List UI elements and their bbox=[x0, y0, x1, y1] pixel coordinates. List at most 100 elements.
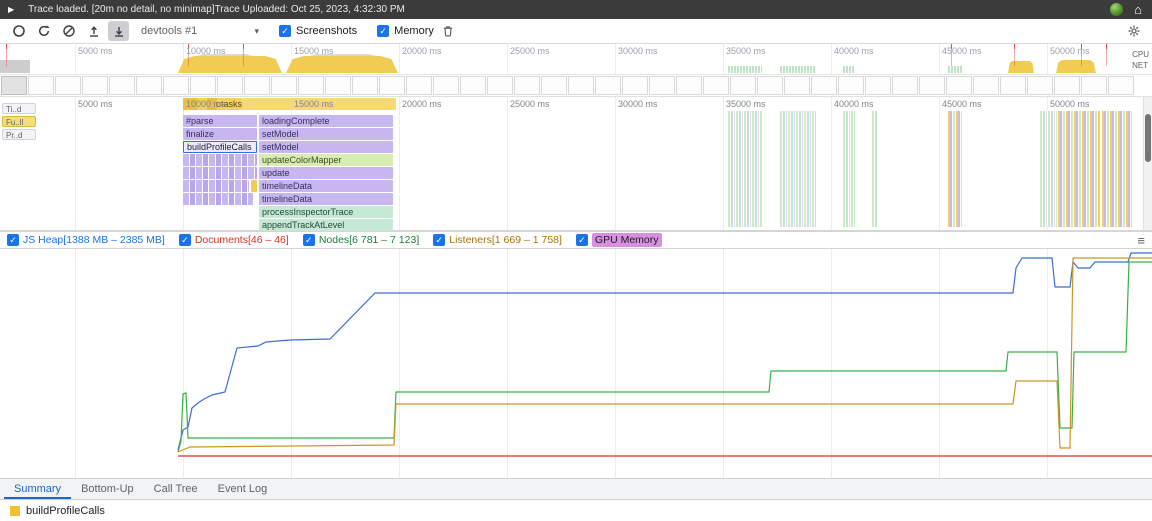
memory-counter-listeners[interactable]: ✓ Listeners[1 669 – 1 758] bbox=[433, 234, 562, 246]
screenshot-thumbnail[interactable] bbox=[406, 76, 432, 95]
screenshot-thumbnail[interactable] bbox=[1054, 76, 1080, 95]
checkbox-checked-icon[interactable]: ✓ bbox=[433, 234, 446, 246]
memory-counter-nodes[interactable]: ✓ Nodes[6 781 – 7 123] bbox=[302, 234, 419, 246]
screenshot-filmstrip[interactable] bbox=[0, 75, 1152, 97]
scrollbar[interactable] bbox=[1143, 97, 1152, 230]
flame-event[interactable] bbox=[183, 154, 257, 166]
task-band[interactable]: otasks bbox=[183, 98, 396, 110]
flame-event[interactable] bbox=[183, 180, 249, 192]
flame-event-timelinedata[interactable]: timelineData bbox=[259, 193, 393, 205]
timeline-overview[interactable]: 5000 ms 10000 ms 15000 ms 20000 ms 25000 ms 3… bbox=[0, 44, 1152, 75]
flame-event-setmodel[interactable]: setModel bbox=[259, 128, 393, 140]
screenshots-checkbox[interactable]: ✓ bbox=[279, 25, 291, 37]
tab-event-log[interactable]: Event Log bbox=[217, 483, 268, 495]
event-cluster[interactable] bbox=[872, 111, 877, 227]
flame-event[interactable] bbox=[183, 167, 257, 179]
screenshot-thumbnail[interactable] bbox=[271, 76, 297, 95]
screenshot-thumbnail[interactable] bbox=[1027, 76, 1053, 95]
settings-gear-button[interactable] bbox=[1123, 21, 1144, 41]
screenshot-thumbnail[interactable] bbox=[460, 76, 486, 95]
event-cluster[interactable] bbox=[948, 111, 962, 227]
checkbox-checked-icon[interactable]: ✓ bbox=[575, 234, 588, 246]
memory-checkbox[interactable]: ✓ bbox=[377, 25, 390, 37]
screenshot-thumbnail[interactable] bbox=[838, 76, 864, 95]
flame-event-finalize[interactable]: finalize bbox=[183, 128, 257, 140]
flame-event-loadingcomplete[interactable]: loadingComplete bbox=[259, 115, 393, 127]
flame-event-updatecolormapper[interactable]: updateColorMapper bbox=[259, 154, 393, 166]
screenshot-thumbnail[interactable] bbox=[595, 76, 621, 95]
screenshot-thumbnail[interactable] bbox=[82, 76, 108, 95]
memory-counter-gpu-memory[interactable]: ✓ GPU Memory bbox=[575, 233, 662, 247]
tab-call-tree[interactable]: Call Tree bbox=[153, 483, 198, 495]
counters-menu-icon[interactable]: ≡ bbox=[1137, 232, 1145, 248]
memory-chart[interactable] bbox=[0, 249, 1152, 478]
screenshot-thumbnail[interactable] bbox=[919, 76, 945, 95]
history-select[interactable]: devtools #1 ▾ bbox=[141, 25, 259, 37]
flame-event-update[interactable]: update bbox=[259, 167, 393, 179]
event-cluster[interactable] bbox=[728, 111, 762, 227]
flame-chart[interactable]: 5000 ms 10000 ms 15000 ms 20000 ms 25000 ms 3… bbox=[0, 97, 1152, 231]
checkbox-checked-icon[interactable]: ✓ bbox=[302, 234, 315, 246]
screenshot-thumbnail[interactable] bbox=[325, 76, 351, 95]
memory-counter-js-heap[interactable]: ✓ JS Heap[1388 MB – 2385 MB] bbox=[7, 234, 165, 246]
flame-event-processinspectortrace[interactable]: processInspectorTrace bbox=[259, 206, 393, 218]
screenshot-thumbnail[interactable] bbox=[433, 76, 459, 95]
tab-bottom-up[interactable]: Bottom-Up bbox=[81, 483, 134, 495]
flame-event[interactable] bbox=[251, 180, 257, 192]
flame-event-timelinedata[interactable]: timelineData bbox=[259, 180, 393, 192]
screenshot-thumbnail[interactable] bbox=[1000, 76, 1026, 95]
checkbox-checked-icon[interactable]: ✓ bbox=[178, 234, 191, 246]
screenshot-thumbnail[interactable] bbox=[28, 76, 54, 95]
reload-button[interactable] bbox=[33, 21, 54, 41]
flame-event-setmodel[interactable]: setModel bbox=[259, 141, 393, 153]
screenshot-thumbnail[interactable] bbox=[55, 76, 81, 95]
screenshot-thumbnail[interactable] bbox=[1, 76, 27, 95]
screenshot-thumbnail[interactable] bbox=[136, 76, 162, 95]
screenshot-thumbnail[interactable] bbox=[1081, 76, 1107, 95]
screenshots-toggle[interactable]: ✓ Screenshots bbox=[279, 25, 357, 37]
scrollbar-thumb[interactable] bbox=[1145, 114, 1151, 162]
screenshot-thumbnail[interactable] bbox=[1108, 76, 1134, 95]
screenshot-thumbnail[interactable] bbox=[676, 76, 702, 95]
screenshot-thumbnail[interactable] bbox=[352, 76, 378, 95]
record-button[interactable] bbox=[8, 21, 29, 41]
screenshot-thumbnail[interactable] bbox=[487, 76, 513, 95]
flame-event[interactable] bbox=[183, 193, 253, 205]
screenshot-thumbnail[interactable] bbox=[811, 76, 837, 95]
screenshot-thumbnail[interactable] bbox=[379, 76, 405, 95]
load-profile-button[interactable] bbox=[83, 21, 104, 41]
screenshot-thumbnail[interactable] bbox=[865, 76, 891, 95]
screenshot-thumbnail[interactable] bbox=[568, 76, 594, 95]
screenshot-thumbnail[interactable] bbox=[973, 76, 999, 95]
flame-event-parse[interactable]: #parse bbox=[183, 115, 257, 127]
screenshot-thumbnail[interactable] bbox=[541, 76, 567, 95]
clear-button[interactable] bbox=[58, 21, 79, 41]
collect-garbage-button[interactable] bbox=[438, 21, 459, 41]
event-cluster[interactable] bbox=[1040, 111, 1057, 227]
screenshot-thumbnail[interactable] bbox=[514, 76, 540, 95]
screenshot-thumbnail[interactable] bbox=[622, 76, 648, 95]
save-profile-button[interactable] bbox=[108, 21, 129, 41]
memory-counter-documents[interactable]: ✓ Documents[46 – 46] bbox=[178, 234, 289, 246]
screenshot-thumbnail[interactable] bbox=[217, 76, 243, 95]
memory-toggle[interactable]: ✓ Memory bbox=[377, 25, 434, 37]
screenshot-thumbnail[interactable] bbox=[190, 76, 216, 95]
screenshot-thumbnail[interactable] bbox=[892, 76, 918, 95]
checkbox-checked-icon[interactable]: ✓ bbox=[7, 234, 19, 246]
avatar[interactable] bbox=[1110, 3, 1124, 16]
event-cluster[interactable] bbox=[780, 111, 816, 227]
screenshot-thumbnail[interactable] bbox=[784, 76, 810, 95]
tab-summary[interactable]: Summary bbox=[4, 479, 71, 499]
screenshot-thumbnail[interactable] bbox=[298, 76, 324, 95]
screenshot-thumbnail[interactable] bbox=[946, 76, 972, 95]
screenshot-thumbnail[interactable] bbox=[730, 76, 756, 95]
flame-event-buildprofilecalls[interactable]: buildProfileCalls bbox=[183, 141, 257, 153]
track-label-pr-d[interactable]: Pr..d bbox=[2, 129, 36, 140]
screenshot-thumbnail[interactable] bbox=[244, 76, 270, 95]
play-icon[interactable]: ▶ bbox=[8, 5, 15, 14]
event-cluster[interactable] bbox=[1102, 111, 1132, 227]
track-label-ti-d[interactable]: Ti..d bbox=[2, 103, 36, 114]
track-label-fu-ll[interactable]: Fu..ll bbox=[2, 116, 36, 127]
screenshot-thumbnail[interactable] bbox=[163, 76, 189, 95]
screenshot-thumbnail[interactable] bbox=[109, 76, 135, 95]
